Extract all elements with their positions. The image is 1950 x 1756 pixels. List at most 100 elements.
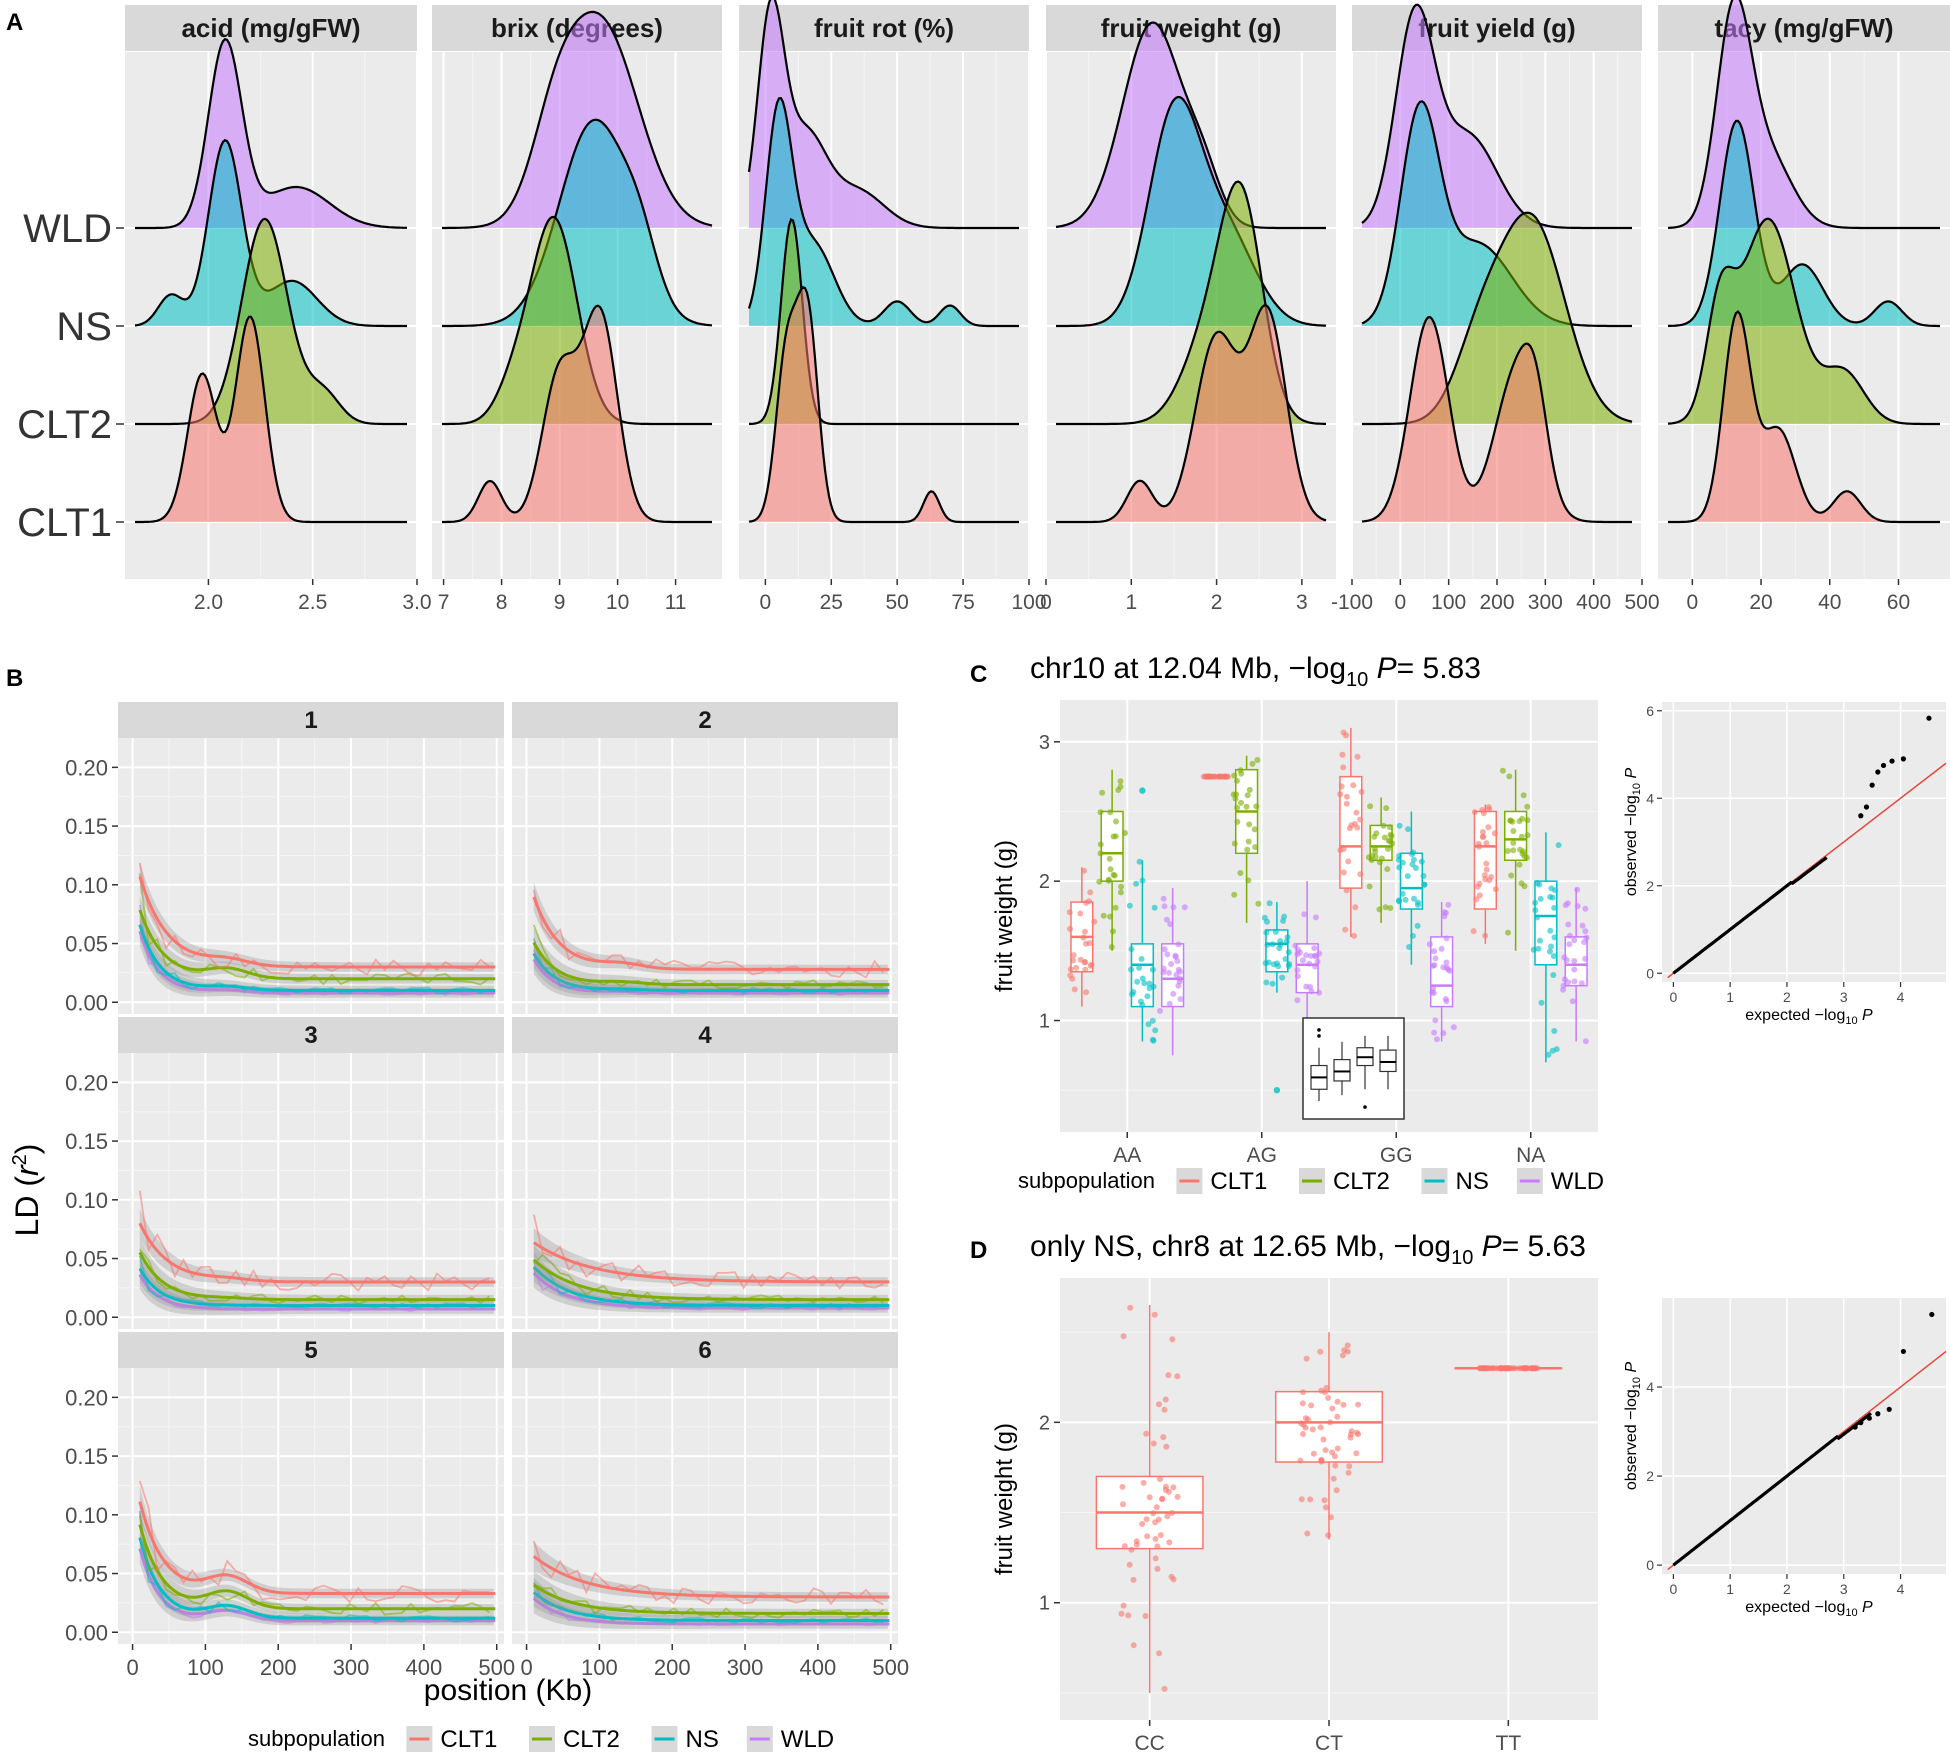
y-tick-label: 0.10	[65, 873, 108, 898]
density-line-ns	[1668, 119, 1940, 328]
confidence-band-clt1	[139, 1208, 494, 1287]
jitter-point	[1566, 941, 1573, 948]
ld-smooth-line-clt1	[138, 876, 496, 969]
jitter-point	[1348, 1428, 1355, 1435]
y-axis-title: fruit weight (g)	[991, 1423, 1018, 1575]
y-tick-label: 0.15	[65, 1444, 108, 1469]
jitter-point	[1473, 896, 1480, 903]
jitter-point	[1299, 1400, 1306, 1407]
x-tick-label: 500	[478, 1655, 515, 1680]
jitter-point	[1355, 1401, 1362, 1408]
axis-title-part: 10	[1631, 1377, 1643, 1389]
jitter-point	[1279, 974, 1286, 981]
x-tick-label: 1	[1125, 591, 1137, 614]
y-tick-label: 0	[1646, 965, 1654, 981]
y-axis-title: observed −log10 P	[1623, 768, 1643, 897]
density-area-clt2	[1362, 212, 1632, 424]
jitter-point	[1412, 865, 1419, 871]
jitter-point	[1174, 1373, 1181, 1380]
facet-strip	[125, 5, 417, 51]
jitter-point	[1508, 872, 1515, 879]
jitter-point	[1175, 941, 1182, 948]
jitter-point	[1167, 921, 1174, 928]
jitter-point	[1081, 867, 1088, 874]
jitter-point	[1157, 1007, 1163, 1014]
qq-point	[1858, 813, 1864, 819]
jitter-point	[1312, 914, 1319, 921]
jitter-point	[1341, 1347, 1348, 1354]
x-tick-label: 2	[1211, 591, 1223, 614]
jitter-point	[1211, 773, 1218, 780]
inset-outlier	[1363, 1105, 1367, 1109]
jitter-point	[1161, 946, 1168, 953]
qq-point	[1852, 1424, 1858, 1430]
y-tick-label: 0.00	[65, 1305, 108, 1330]
x-tick-label: -100	[1331, 591, 1373, 614]
jitter-point	[1399, 890, 1406, 897]
axis-title-part: P	[1858, 1599, 1873, 1616]
jitter-point	[1282, 956, 1289, 962]
y-axis-title-part: r	[9, 1164, 45, 1176]
jitter-point	[1152, 1536, 1159, 1542]
jitter-point	[1353, 1450, 1360, 1457]
facet-strip	[1046, 5, 1336, 51]
jitter-point	[1509, 818, 1516, 825]
jitter-point	[1385, 845, 1392, 852]
jitter-point	[1172, 953, 1179, 960]
x-tick-label: 40	[1818, 591, 1841, 614]
jitter-point	[1476, 892, 1483, 899]
confidence-band-wld	[139, 1533, 494, 1626]
density-area-clt2	[442, 217, 712, 424]
jitter-point	[1532, 899, 1539, 906]
qq-point	[1886, 1406, 1892, 1412]
x-tick-label: 11	[665, 591, 687, 614]
facet-strip	[512, 1017, 898, 1053]
jitter-point	[1431, 1029, 1438, 1036]
jitter-point	[1309, 1426, 1316, 1433]
jitter-point	[1143, 1430, 1150, 1437]
ld-smooth-line-ns	[138, 1537, 496, 1620]
jitter-point	[1357, 816, 1363, 823]
jitter-point	[1128, 966, 1135, 973]
jitter-point	[1246, 786, 1253, 793]
jitter-point	[1325, 1394, 1332, 1401]
x-tick-label: 3	[1296, 591, 1308, 614]
jitter-point	[1316, 989, 1323, 996]
jitter-point	[1505, 929, 1511, 936]
jitter-point	[1081, 959, 1088, 966]
jitter-point	[1553, 1046, 1560, 1053]
jitter-point	[1269, 980, 1276, 987]
axis-title-part: P	[1623, 1362, 1640, 1377]
jitter-point	[1537, 937, 1543, 944]
x-tick-label: 200	[654, 1655, 691, 1680]
jitter-point	[1537, 895, 1544, 902]
jitter-point	[1112, 904, 1119, 911]
density-line-clt1	[1361, 315, 1632, 524]
jitter-point	[1175, 982, 1182, 989]
chart-title-part: P	[1368, 652, 1396, 685]
jitter-point	[1312, 952, 1318, 959]
chart-title: chr10 at 12.04 Mb, −log10 P= 5.83	[1030, 652, 1481, 691]
x-tick-label: 200	[260, 1655, 297, 1680]
jitter-point	[1149, 1036, 1156, 1043]
jitter-point	[1483, 1365, 1490, 1372]
qq-point	[1880, 762, 1887, 769]
jitter-point	[1305, 1416, 1311, 1423]
x-tick-label: 100	[187, 1655, 224, 1680]
confidence-band-clt2	[139, 1237, 494, 1305]
jitter-point	[1317, 1348, 1324, 1355]
jitter-point	[1144, 993, 1151, 1000]
panel-a-ridgeline: acid (mg/gFW)2.02.53.0brix (degrees)7891…	[17, 0, 1950, 614]
jitter-point	[1162, 1396, 1169, 1403]
chart-title-part: = 5.83	[1397, 652, 1481, 685]
inset-box	[1379, 1049, 1397, 1073]
jitter-point	[1339, 1352, 1346, 1359]
inset-box	[1333, 1058, 1351, 1082]
ridge-group-label: CLT1	[17, 501, 112, 545]
panel-letter-d: D	[970, 1237, 987, 1264]
density-area-ns	[442, 119, 712, 326]
y-tick-label: 1	[1039, 1011, 1050, 1033]
jitter-point	[1524, 803, 1531, 810]
jitter-point	[1087, 889, 1094, 896]
outlier-point	[1139, 787, 1146, 794]
